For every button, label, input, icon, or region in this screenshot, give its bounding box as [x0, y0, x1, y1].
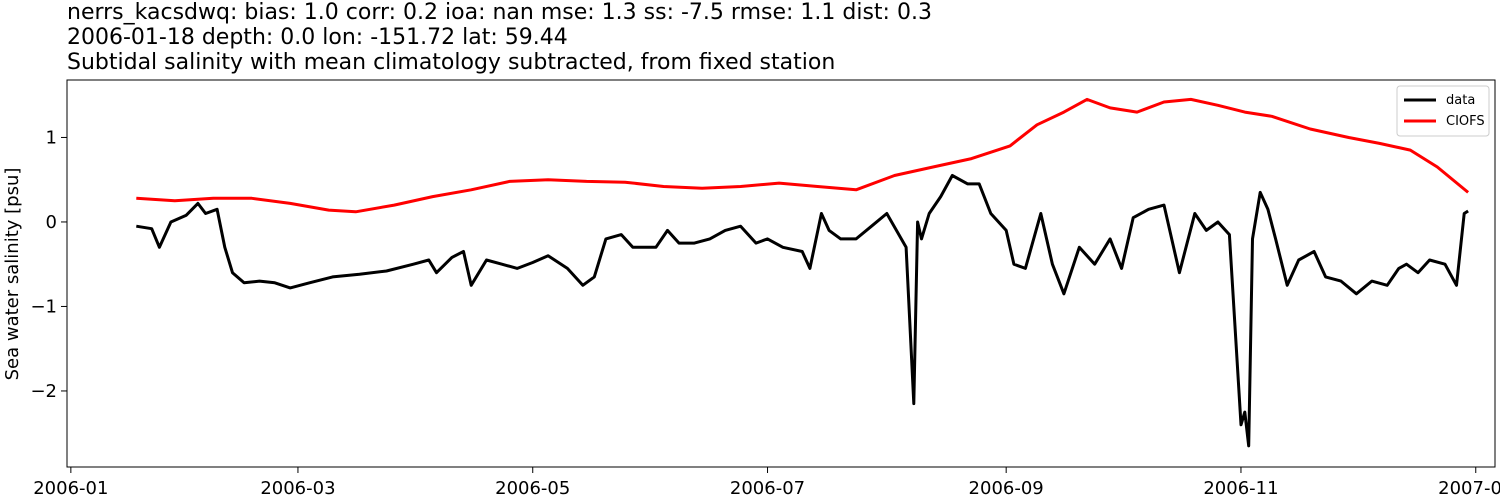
x-tick-label: 2007-01 — [1438, 478, 1500, 499]
legend-label-data: data — [1446, 93, 1475, 108]
legend: data CIOFS — [1396, 85, 1490, 137]
title-line-1: nerrs_kacsdwq: bias: 1.0 corr: 0.2 ioa: … — [67, 0, 932, 25]
series-line-ciofs — [136, 97, 1470, 214]
x-axis: 2006-01 2006-03 2006-05 2006-07 2006-09 2006-… — [33, 467, 1500, 499]
y-tick-label: −2 — [30, 381, 57, 402]
legend-label-ciofs: CIOFS — [1446, 114, 1485, 129]
y-tick-label: 0 — [46, 212, 57, 233]
x-tick-label: 2006-11 — [1203, 478, 1278, 499]
y-axis: 1 0 −1 −2 — [30, 127, 67, 402]
x-tick-label: 2006-05 — [495, 478, 570, 499]
x-tick-label: 2006-09 — [969, 478, 1044, 499]
y-axis-label: Sea water salinity [psu] — [2, 168, 23, 381]
y-tick-label: −1 — [30, 296, 57, 317]
x-tick-label: 2006-03 — [260, 478, 335, 499]
series-layer — [136, 97, 1470, 448]
plot-frame — [66, 79, 1496, 468]
y-tick-label: 1 — [46, 127, 57, 148]
title-line-2: 2006-01-18 depth: 0.0 lon: -151.72 lat: … — [67, 25, 568, 50]
series-line-data — [136, 174, 1469, 448]
chart-title: nerrs_kacsdwq: bias: 1.0 corr: 0.2 ioa: … — [67, 0, 932, 75]
x-tick-label: 2006-01 — [33, 478, 108, 499]
title-line-3: Subtidal salinity with mean climatology … — [67, 50, 836, 75]
x-tick-label: 2006-07 — [730, 478, 805, 499]
